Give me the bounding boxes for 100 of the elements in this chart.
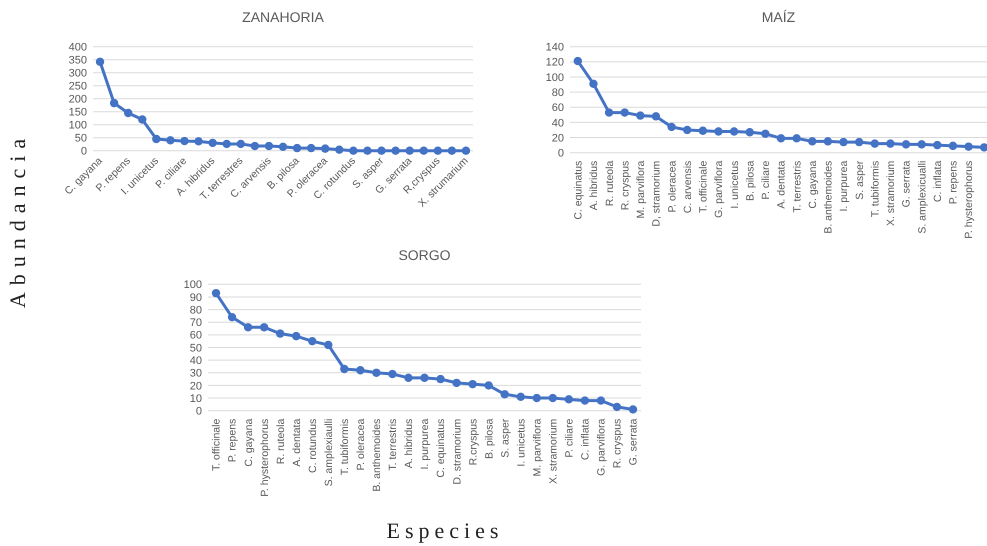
x-tick-label: C. arvensis [682, 160, 694, 214]
point [391, 146, 400, 155]
point [166, 136, 175, 144]
point [574, 56, 582, 66]
point [917, 140, 926, 149]
x-tick-label: S. amplexicualli [916, 160, 928, 234]
point [212, 288, 220, 298]
point [208, 138, 217, 148]
point [404, 374, 413, 382]
point [886, 139, 895, 148]
point [434, 146, 442, 155]
point [152, 134, 161, 144]
point [436, 374, 445, 384]
x-tick-label: T. officinale [210, 418, 223, 472]
y-tick-label: 50 [190, 342, 202, 354]
x-tick-label: C. rotundus [306, 418, 319, 473]
x-tick-label: C. inflata [580, 418, 592, 460]
x-tick-label: G. serrata [900, 160, 913, 208]
y-axis-title: Abundancia [5, 132, 30, 308]
x-tick-label: P. repens [226, 418, 239, 462]
y-tick-label: 60 [552, 102, 564, 114]
point [548, 394, 557, 402]
point [250, 142, 260, 150]
point [746, 128, 754, 136]
x-tick-label: R. cryspus [612, 418, 624, 468]
point [377, 146, 386, 155]
x-tick-label: B. anthemoides [822, 160, 835, 234]
point [564, 395, 574, 404]
y-tick-label: 300 [68, 68, 87, 80]
point [448, 146, 456, 155]
point [532, 394, 541, 402]
point [420, 374, 429, 382]
x-tick-label: A. hibridus [588, 160, 600, 210]
y-tick-label: 350 [68, 54, 87, 67]
point [628, 405, 638, 414]
y-tick-label: 0 [558, 148, 564, 160]
x-tick-label: P. oleracea [355, 418, 368, 470]
point [110, 98, 118, 108]
x-tick-label: P. hysterophorus [963, 160, 976, 239]
point [278, 142, 288, 151]
y-tick-label: 120 [546, 56, 564, 69]
point [96, 58, 104, 66]
x-tick-label: X. stramorium [547, 418, 560, 484]
x-tick-label: I. unicetus [728, 160, 741, 209]
point [824, 137, 832, 146]
chart-title: ZANAHORIA [242, 9, 324, 25]
y-tick-label: 150 [68, 106, 87, 119]
point [484, 381, 493, 390]
y-tick-label: 20 [552, 132, 564, 144]
x-tick-label: I. purpurea [419, 418, 432, 470]
point [405, 146, 414, 155]
point [462, 146, 470, 155]
point [839, 138, 848, 146]
point [306, 144, 316, 152]
y-tick-label: 80 [190, 304, 202, 316]
point [340, 364, 349, 374]
x-tick-label: M. parviflora [635, 160, 648, 218]
x-tick-label: B. anthemoides [371, 418, 384, 492]
point [636, 111, 645, 120]
x-tick-label: S. amplexiaulli [322, 418, 335, 486]
x-tick-label: I. purpurea [838, 160, 850, 212]
x-tick-label: X. stramorium [885, 160, 898, 226]
x-tick-label: S. asper [854, 160, 866, 200]
point [420, 146, 428, 155]
point [349, 146, 358, 155]
x-tick-label: D, stramorium [650, 160, 663, 227]
y-tick-label: 70 [190, 317, 202, 330]
x-tick-label: C. gayana [806, 160, 819, 209]
x-tick-label: T. terrestris [791, 160, 804, 213]
point [308, 336, 316, 346]
y-tick-label: 100 [546, 72, 564, 84]
y-tick-label: 200 [68, 94, 87, 106]
x-tick-label: C. gayana [242, 418, 255, 467]
point [683, 126, 692, 134]
point [761, 130, 770, 138]
y-tick-label: 400 [68, 42, 87, 54]
y-tick-label: 100 [184, 279, 202, 292]
point [516, 392, 525, 401]
x-tick-label: G. parviflora [596, 418, 608, 476]
point [236, 140, 245, 148]
point [292, 332, 300, 340]
point [222, 140, 231, 148]
x-tick-label: M. parviflora [531, 418, 544, 476]
point [194, 137, 203, 146]
x-tick-label: T. officinale [698, 160, 710, 214]
point [902, 140, 910, 149]
point [596, 396, 606, 405]
point [964, 142, 973, 151]
point [138, 115, 146, 124]
point [324, 340, 332, 350]
x-axis-title: Especies [386, 518, 504, 543]
point [388, 370, 397, 378]
point [667, 122, 676, 132]
x-tick-label: P. hysterophorus [258, 418, 271, 497]
point [363, 146, 372, 155]
point [292, 144, 302, 152]
x-tick-label: P. ciliare [760, 160, 772, 200]
point [776, 134, 786, 143]
point [452, 378, 461, 388]
point [808, 137, 816, 146]
